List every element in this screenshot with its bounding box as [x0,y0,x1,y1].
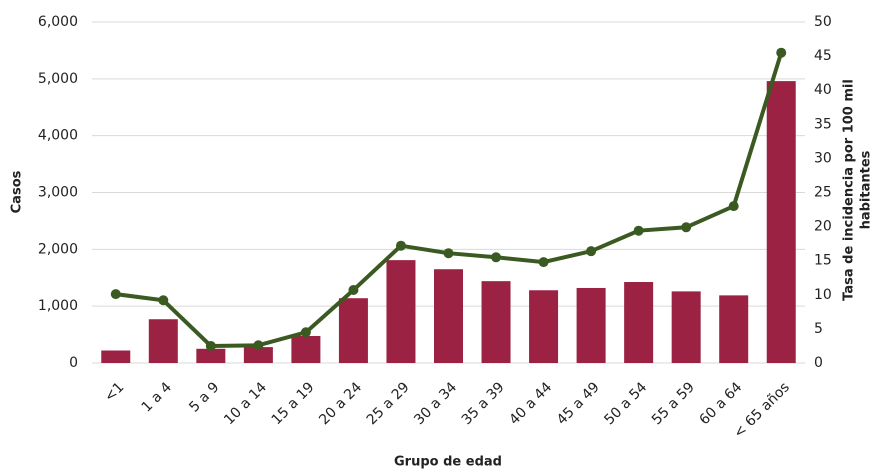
line-marker [300,327,311,338]
bar [386,260,416,363]
line-marker [395,240,406,251]
line-marker [253,340,264,351]
bar [148,319,178,363]
y2-axis-title: Tasa de incidencia por 100 mil [842,79,857,301]
x-tick-label: 10 a 14 [221,379,270,428]
line-marker [728,201,739,212]
line-marker [538,257,549,268]
y-tick-label: 2,000 [38,241,78,257]
line-marker [776,47,787,58]
line-marker [491,252,502,263]
y2-tick-label: 30 [814,150,832,166]
bar [481,281,511,363]
y2-tick-label: 15 [814,253,832,269]
bar [434,269,463,363]
y2-axis-title: habitantes [859,150,874,229]
bar [291,336,321,363]
y2-tick-label: 50 [814,14,832,30]
bar [624,282,654,363]
line-marker [586,246,597,257]
y2-tick-label: 35 [814,116,832,132]
x-tick-label: 20 a 24 [316,379,365,428]
x-tick-label: 55 a 59 [649,379,698,428]
bar [529,290,559,363]
y-tick-label: 4,000 [38,128,78,144]
x-tick-label: 60 a 64 [696,379,745,428]
line-marker [633,225,644,236]
y2-tick-label: 10 [814,287,832,303]
y-tick-label: 0 [69,355,78,371]
x-tick-label: 1 a 4 [139,379,175,415]
y-tick-label: 3,000 [38,185,78,201]
bar [243,347,273,363]
line-marker [348,285,359,296]
bar [766,81,796,364]
x-tick-label: <1 [102,379,128,405]
line-marker [681,222,692,233]
x-tick-label: 35 a 39 [459,379,508,428]
x-tick-label: 5 a 9 [186,379,222,415]
x-tick-label: 30 a 34 [411,379,460,428]
x-tick-label: 50 a 54 [601,379,650,428]
x-axis-title: Grupo de edad [394,455,502,470]
y2-tick-label: 0 [814,355,823,371]
x-tick-label: 45 a 49 [554,379,603,428]
bar [196,348,226,363]
bar [101,350,131,363]
line-marker [443,248,454,259]
bar [338,298,368,363]
line-marker [158,295,169,306]
y-tick-label: 1,000 [38,298,78,314]
y2-tick-label: 20 [814,219,832,235]
bar [719,295,749,363]
y2-tick-label: 45 [814,48,832,64]
x-tick-label: 40 a 44 [506,379,555,428]
y2-tick-label: 25 [814,185,832,201]
line-marker [205,340,216,351]
bar [671,291,701,363]
y-tick-label: 5,000 [38,71,78,87]
y-axis-title: Casos [10,170,25,213]
x-tick-label: 15 a 19 [269,379,318,428]
y2-tick-label: 5 [814,321,823,337]
x-tick-label: 25 a 29 [364,379,413,428]
y-tick-label: 6,000 [38,14,78,30]
bar [576,287,606,363]
y2-tick-label: 40 [814,82,832,98]
line-marker [110,289,121,300]
